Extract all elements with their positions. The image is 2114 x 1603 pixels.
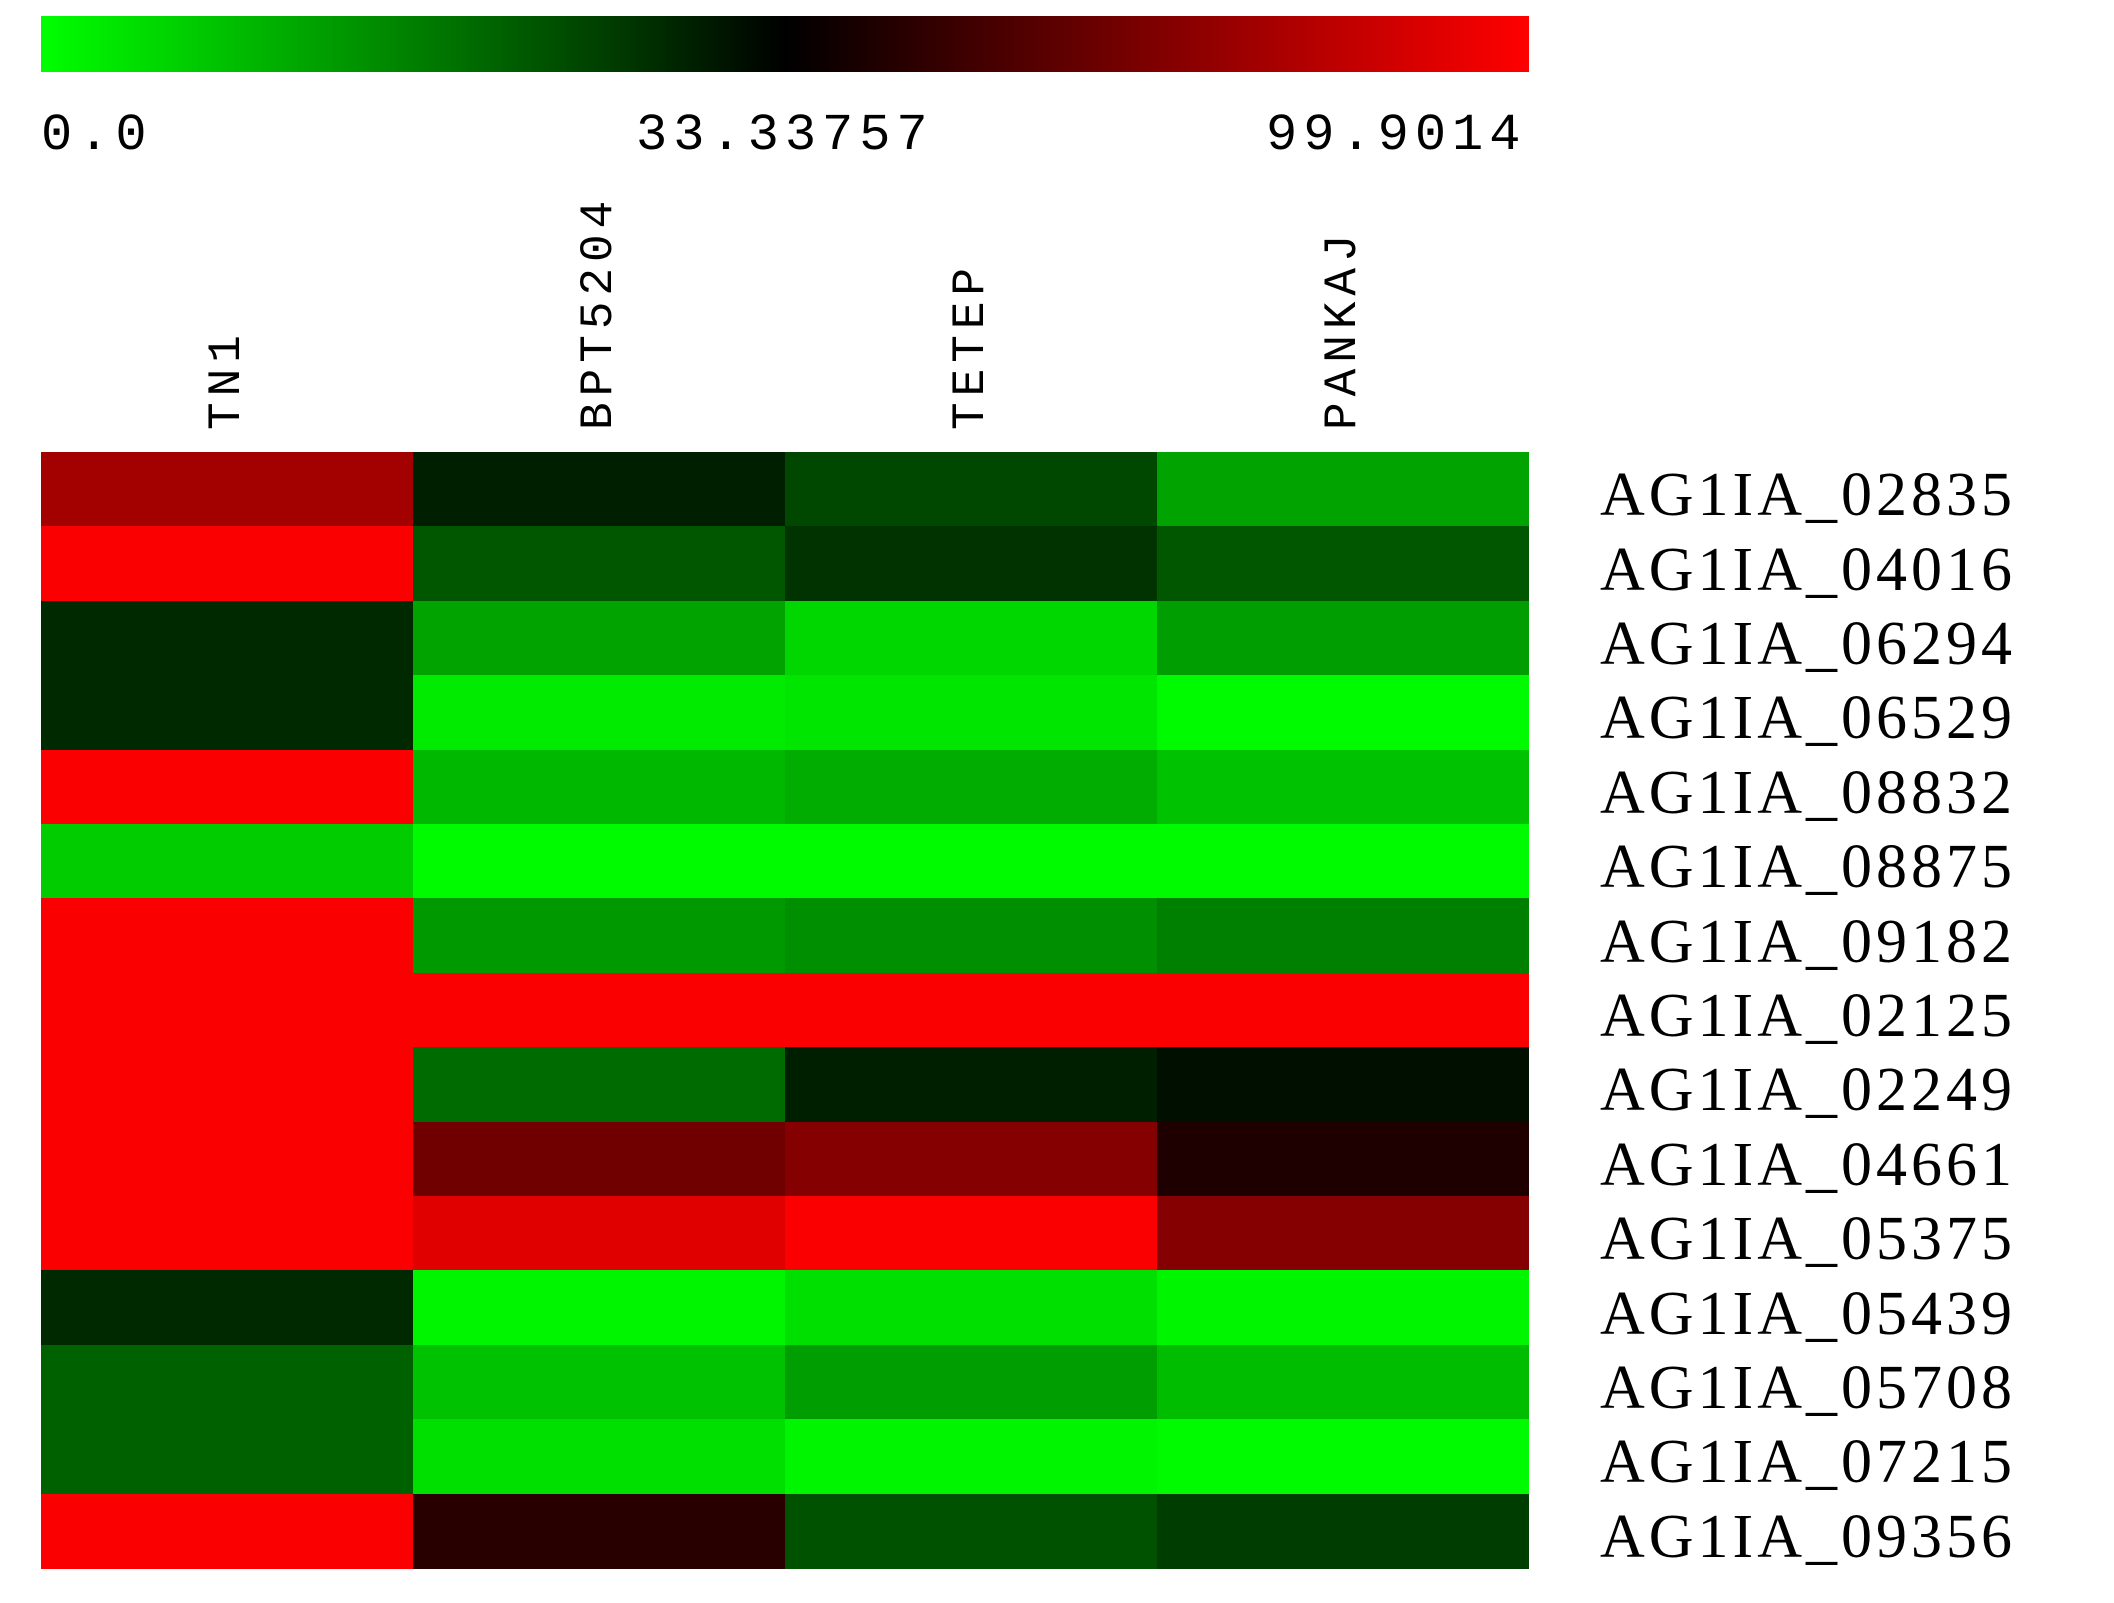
heatmap-cell [41, 452, 413, 527]
row-label: AG1IA_05708 [1600, 1354, 2016, 1422]
heatmap-cell [1157, 1344, 1529, 1420]
column-label: BPT5204 [573, 194, 625, 430]
heatmap-cell [41, 1196, 413, 1271]
heatmap-cell [785, 749, 1157, 825]
row-label: AG1IA_09356 [1600, 1502, 2016, 1571]
heatmap-cell [1157, 1493, 1529, 1569]
heatmap-cell [41, 972, 413, 1048]
heatmap-cell [785, 1121, 1157, 1197]
heatmap-cell [41, 749, 413, 825]
heatmap-cell [785, 1047, 1157, 1123]
heatmap-cell [1157, 526, 1529, 602]
heatmap-cell [413, 1196, 785, 1271]
heatmap-cell [413, 972, 785, 1048]
row-label: AG1IA_08832 [1600, 758, 2016, 827]
row-label: AG1IA_02249 [1600, 1056, 2016, 1125]
heatmap-cell [785, 675, 1157, 751]
heatmap-cell [413, 675, 785, 751]
heatmap-cell [785, 1270, 1157, 1346]
heatmap-cell [1157, 1196, 1529, 1271]
row-label: AG1IA_04016 [1600, 535, 2016, 604]
heatmap-cell [41, 1419, 413, 1495]
row-label: AG1IA_02835 [1600, 461, 2016, 530]
heatmap-cell [413, 749, 785, 825]
heatmap-cell [785, 1196, 1157, 1271]
heatmap-cell [413, 1419, 785, 1495]
heatmap-grid [41, 452, 1529, 1569]
heatmap-cell [785, 1344, 1157, 1420]
heatmap-cell [1157, 1047, 1529, 1123]
row-label: AG1IA_02125 [1600, 982, 2016, 1050]
row-label: AG1IA_07215 [1600, 1428, 2016, 1497]
heatmap-cell [785, 898, 1157, 974]
row-label: AG1IA_06529 [1600, 684, 2016, 753]
row-label: AG1IA_06294 [1600, 610, 2016, 678]
heatmap-cell [41, 526, 413, 602]
row-label: AG1IA_09182 [1600, 907, 2016, 976]
heatmap-cell [1157, 1121, 1529, 1197]
column-label: TN1 [201, 329, 253, 430]
heatmap-cell [413, 600, 785, 676]
row-label: AG1IA_08875 [1600, 833, 2016, 902]
heatmap-cell [1157, 1419, 1529, 1495]
heatmap-cell [785, 824, 1157, 899]
heatmap-cell [41, 1121, 413, 1197]
heatmap-cell [41, 1344, 413, 1420]
heatmap-cell [785, 972, 1157, 1048]
heatmap-cell [413, 898, 785, 974]
heatmap-cell [785, 452, 1157, 527]
heatmap-cell [1157, 749, 1529, 825]
heatmap-cell [41, 824, 413, 899]
heatmap-cell [413, 1270, 785, 1346]
heatmap-cell [41, 1270, 413, 1346]
heatmap-cell [413, 526, 785, 602]
heatmap-cell [785, 1493, 1157, 1569]
heatmap-cell [41, 600, 413, 676]
heatmap-cell [41, 675, 413, 751]
heatmap-cell [41, 1493, 413, 1569]
column-label: PANKAJ [1317, 228, 1369, 430]
heatmap-cell [1157, 1270, 1529, 1346]
color-scale-bar [41, 16, 1529, 72]
heatmap-cell [413, 1344, 785, 1420]
heatmap-cell [413, 1047, 785, 1123]
heatmap-cell [1157, 898, 1529, 974]
heatmap-cell [413, 1493, 785, 1569]
column-label: TETEP [945, 261, 997, 430]
scale-min-label: 0.0 [41, 106, 153, 165]
heatmap-cell [413, 1121, 785, 1197]
row-label: AG1IA_05439 [1600, 1279, 2016, 1348]
heatmap-cell [1157, 600, 1529, 676]
scale-mid-label: 33.33757 [636, 106, 934, 165]
heatmap-cell [41, 898, 413, 974]
heatmap-cell [785, 1419, 1157, 1495]
heatmap-cell [785, 600, 1157, 676]
heatmap-cell [413, 452, 785, 527]
heatmap-cell [413, 824, 785, 899]
heatmap-cell [1157, 972, 1529, 1048]
heatmap-cell [785, 526, 1157, 602]
heatmap-cell [41, 1047, 413, 1123]
row-label: AG1IA_04661 [1600, 1130, 2016, 1199]
scale-max-label: 99.9014 [1266, 106, 1527, 165]
row-label: AG1IA_05375 [1600, 1205, 2016, 1274]
heatmap-cell [1157, 675, 1529, 751]
heatmap-cell [1157, 452, 1529, 527]
heatmap-cell [1157, 824, 1529, 899]
